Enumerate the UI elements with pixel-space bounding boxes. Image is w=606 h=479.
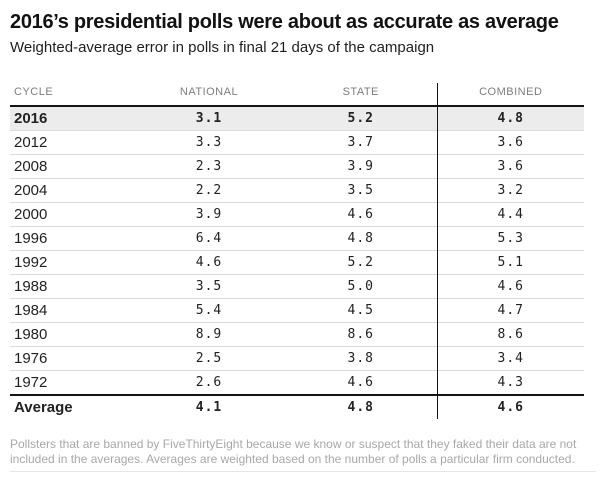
state-cell: 8.6 xyxy=(285,322,437,347)
cycle-cell: 1980 xyxy=(10,322,133,347)
combined-cell: 4.6 xyxy=(436,274,584,299)
state-cell: 4.5 xyxy=(285,298,437,323)
national-cell: 3.9 xyxy=(133,202,285,227)
national-cell: 3.5 xyxy=(133,274,285,299)
footnote: Pollsters that are banned by FiveThirtyE… xyxy=(10,437,577,466)
national-cell: 3.1 xyxy=(133,106,285,131)
table-row: 1984 5.4 4.5 4.7 xyxy=(10,298,584,323)
table-row: 2012 3.3 3.7 3.6 xyxy=(10,130,584,155)
cycle-cell: 1984 xyxy=(10,298,133,323)
chart-title: 2016’s presidential polls were about as … xyxy=(10,11,559,33)
combined-cell: 3.4 xyxy=(436,346,584,371)
table-row: 1972 2.6 4.6 4.3 xyxy=(10,370,584,395)
national-cell: 2.2 xyxy=(133,178,285,203)
chart-subtitle: Weighted-average error in polls in final… xyxy=(10,39,435,56)
combined-cell: 4.4 xyxy=(436,202,584,227)
state-cell: 3.7 xyxy=(285,130,437,155)
cycle-cell: 1976 xyxy=(10,346,133,371)
table-row: 1988 3.5 5.0 4.6 xyxy=(10,274,584,299)
table-row: 1992 4.6 5.2 5.1 xyxy=(10,250,584,275)
combined-cell: 8.6 xyxy=(436,322,584,347)
table-row: 1996 6.4 4.8 5.3 xyxy=(10,226,584,251)
state-cell: 3.8 xyxy=(285,346,437,371)
combined-cell: 4.8 xyxy=(436,106,584,131)
state-cell: 4.6 xyxy=(285,370,437,395)
column-header-combined: COMBINED xyxy=(436,83,584,106)
combined-cell: 5.3 xyxy=(436,226,584,251)
combined-cell: 5.1 xyxy=(436,250,584,275)
combined-cell: 3.6 xyxy=(436,130,584,155)
state-cell: 3.9 xyxy=(285,154,437,179)
state-cell: 5.0 xyxy=(285,274,437,299)
state-cell: 4.8 xyxy=(285,394,437,419)
combined-cell: 3.6 xyxy=(436,154,584,179)
column-header-state: STATE xyxy=(342,86,379,98)
combined-cell: 4.7 xyxy=(436,298,584,323)
national-cell: 5.4 xyxy=(133,298,285,323)
cycle-cell: 1992 xyxy=(10,250,133,275)
table-row: 1980 8.9 8.6 8.6 xyxy=(10,322,584,347)
national-cell: 6.4 xyxy=(133,226,285,251)
state-cell: 4.8 xyxy=(285,226,437,251)
column-header-cycle: CYCLE xyxy=(14,86,54,98)
cycle-cell: 2016 xyxy=(10,106,133,131)
table-row: 2008 2.3 3.9 3.6 xyxy=(10,154,584,179)
cycle-cell: 2012 xyxy=(10,130,133,155)
cycle-cell: 2000 xyxy=(10,202,133,227)
cycle-cell: 1972 xyxy=(10,370,133,395)
combined-cell: 3.2 xyxy=(436,178,584,203)
state-cell: 3.5 xyxy=(285,178,437,203)
bottom-divider xyxy=(10,471,596,472)
cycle-cell: 1996 xyxy=(10,226,133,251)
combined-cell: 4.3 xyxy=(436,370,584,395)
state-cell: 5.2 xyxy=(285,106,437,131)
national-cell: 4.1 xyxy=(133,394,285,419)
header-row: CYCLE NATIONAL STATE COMBINED xyxy=(10,83,584,106)
national-cell: 2.3 xyxy=(133,154,285,179)
table-row: Average 4.1 4.8 4.6 xyxy=(10,394,584,419)
national-cell: 3.3 xyxy=(133,130,285,155)
cycle-cell: Average xyxy=(10,394,133,419)
polls-table: CYCLE NATIONAL STATE COMBINED 2016 3.1 5… xyxy=(10,83,584,419)
state-cell: 5.2 xyxy=(285,250,437,275)
table-row: 2000 3.9 4.6 4.4 xyxy=(10,202,584,227)
cycle-cell: 2004 xyxy=(10,178,133,203)
national-cell: 2.6 xyxy=(133,370,285,395)
table-body: 2016 3.1 5.2 4.8 2012 3.3 3.7 3.6 2008 2… xyxy=(10,106,584,419)
column-header-national: NATIONAL xyxy=(179,86,239,98)
cycle-cell: 1988 xyxy=(10,274,133,299)
combined-cell: 4.6 xyxy=(436,394,584,419)
national-cell: 2.5 xyxy=(133,346,285,371)
state-cell: 4.6 xyxy=(285,202,437,227)
table-row: 2004 2.2 3.5 3.2 xyxy=(10,178,584,203)
table-row: 1976 2.5 3.8 3.4 xyxy=(10,346,584,371)
national-cell: 8.9 xyxy=(133,322,285,347)
national-cell: 4.6 xyxy=(133,250,285,275)
cycle-cell: 2008 xyxy=(10,154,133,179)
table-row: 2016 3.1 5.2 4.8 xyxy=(10,106,584,131)
